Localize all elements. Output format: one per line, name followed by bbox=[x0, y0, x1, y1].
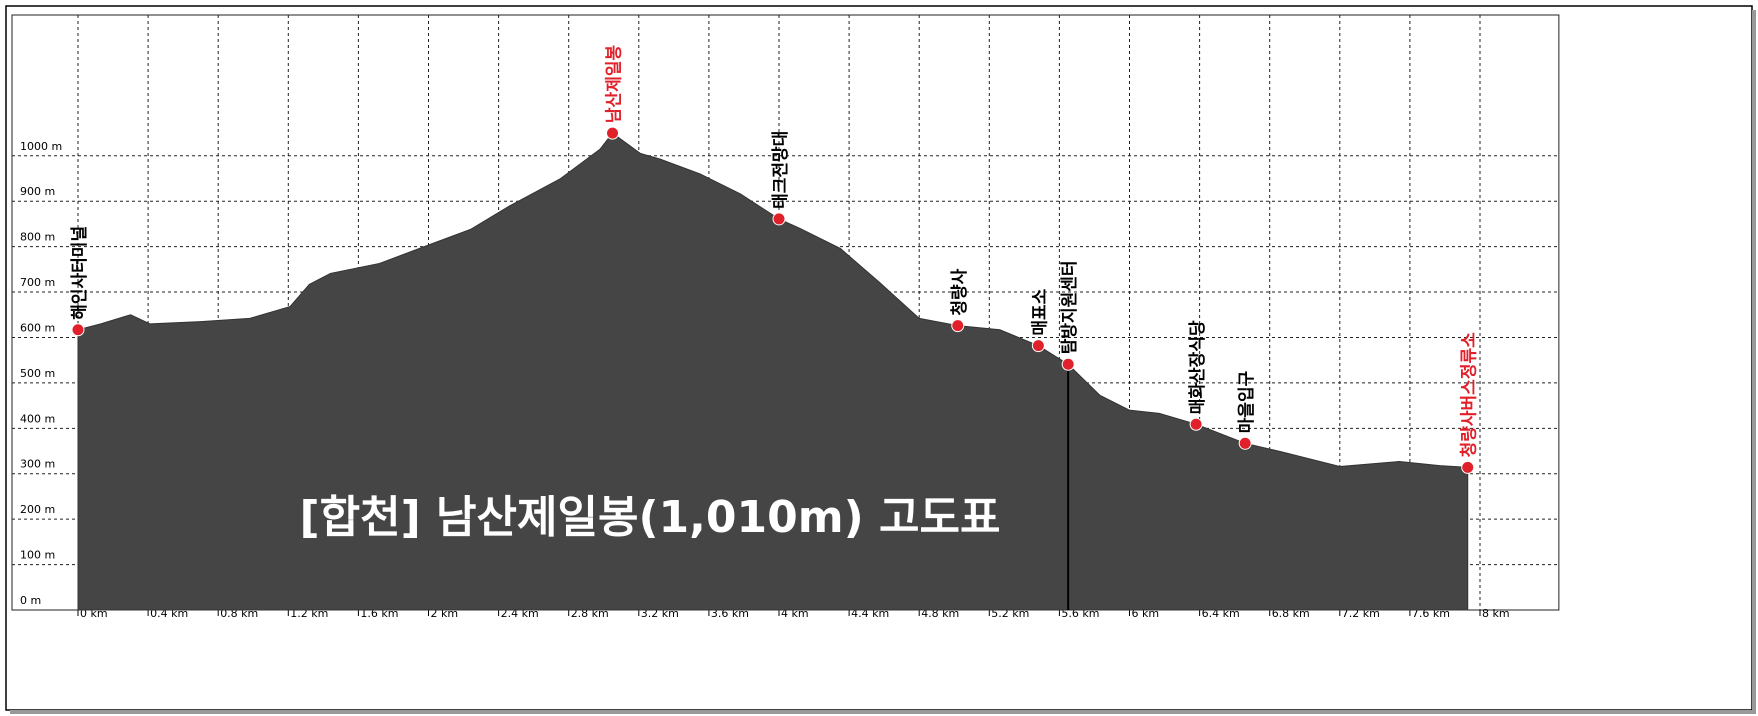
waypoint-label: 청량사 bbox=[949, 268, 970, 315]
waypoint-label: 태크전망대 bbox=[771, 131, 791, 209]
shadow bbox=[10, 710, 1756, 714]
waypoint-label: 탐방지원센터 bbox=[1060, 260, 1080, 354]
waypoint bbox=[1031, 339, 1045, 353]
y-tick-label: 600 m bbox=[20, 321, 55, 334]
waypoint bbox=[71, 323, 85, 337]
waypoint bbox=[772, 212, 786, 226]
waypoint-label: 매표소 bbox=[1030, 288, 1050, 335]
shadow bbox=[1752, 10, 1756, 712]
waypoint bbox=[951, 319, 965, 333]
y-tick-label: 0 m bbox=[20, 594, 41, 607]
waypoint-label: 남산제일봉 bbox=[605, 45, 625, 124]
waypoint bbox=[1061, 357, 1075, 371]
y-tick-label: 900 m bbox=[20, 185, 55, 198]
chart-title: [합천] 남산제일봉(1,010m) 고도표 bbox=[300, 492, 1001, 543]
waypoint-label: 매화산장식당 bbox=[1188, 320, 1208, 414]
waypoint bbox=[1238, 436, 1252, 450]
y-tick-label: 200 m bbox=[20, 503, 55, 516]
waypoint-label: 해인사터미널 bbox=[70, 226, 90, 320]
y-tick-label: 1000 m bbox=[20, 140, 62, 153]
y-tick-label: 700 m bbox=[20, 276, 55, 289]
y-tick-label: 500 m bbox=[20, 367, 55, 380]
waypoint-label: 청량사버스정류소 bbox=[1459, 332, 1480, 457]
waypoint bbox=[1461, 460, 1475, 474]
y-tick-label: 800 m bbox=[20, 231, 55, 244]
y-tick-label: 100 m bbox=[20, 549, 55, 562]
y-tick-label: 400 m bbox=[20, 412, 55, 425]
x-tick-label: 8 km bbox=[1482, 607, 1510, 620]
y-tick-label: 300 m bbox=[20, 458, 55, 471]
waypoint bbox=[1189, 417, 1203, 431]
waypoint-label: 마을입구 bbox=[1237, 370, 1257, 433]
waypoint bbox=[606, 126, 620, 140]
